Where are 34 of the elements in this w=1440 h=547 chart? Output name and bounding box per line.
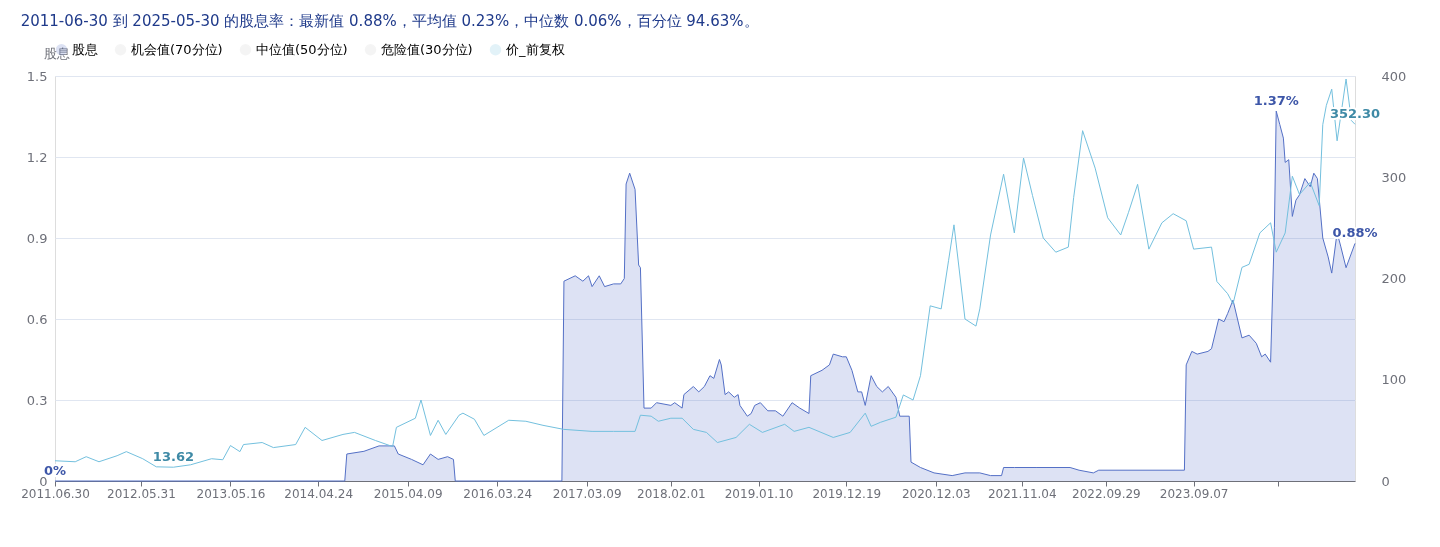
y-tick-label: 1.5 <box>26 68 48 84</box>
legend-label: 机会值(70分位) <box>131 41 223 57</box>
x-tick-label: 2017.03.09 <box>552 486 622 501</box>
legend-label: 股息 <box>72 41 98 57</box>
x-tick-label: 2013.05.16 <box>196 486 266 501</box>
data-label: 0.88% <box>1332 225 1378 241</box>
x-tick-label: 2015.04.09 <box>373 486 443 501</box>
x-tick-label: 2012.05.31 <box>107 486 176 501</box>
y-tick-label: 0.9 <box>26 230 48 246</box>
y-axis-title: 股息 <box>43 45 70 61</box>
y-tick-label: 1.2 <box>26 149 48 165</box>
x-tick-label: 2016.03.24 <box>463 486 533 501</box>
y2-tick-label: 200 <box>1381 271 1407 286</box>
y-tick-label: 0.3 <box>26 392 48 408</box>
y2-tick-label: 300 <box>1381 169 1407 185</box>
x-tick-label: 2019.01.10 <box>724 486 794 501</box>
x-tick-label: 2023.09.07 <box>1159 486 1229 501</box>
chart-title: 2011-06-30 到 2025-05-30 的股息率：最新值 0.88%，平均值 0.23%，中位数 0.06%，百分位 94.63%。 <box>20 12 759 30</box>
data-label: 13.62 <box>152 449 194 465</box>
x-tick-label: 2021.11.04 <box>987 486 1057 501</box>
x-tick-label: 2011.06.30 <box>21 486 90 501</box>
legend-label: 价_前复权 <box>505 41 565 57</box>
y-tick-label: 0.6 <box>26 311 48 327</box>
legend-label: 危险值(30分位) <box>381 41 473 57</box>
x-tick-label: 2020.12.03 <box>901 486 971 501</box>
x-tick-label: 2018.02.01 <box>637 486 706 501</box>
legend-label: 中位值(50分位) <box>256 41 348 57</box>
x-tick-label: 2014.04.24 <box>284 486 354 501</box>
x-tick-label: 2019.12.19 <box>812 486 882 501</box>
y2-tick-label: 100 <box>1381 372 1407 388</box>
x-tick-label: 2022.09.29 <box>1072 486 1141 501</box>
y2-tick-label: 400 <box>1381 68 1407 84</box>
data-label: 1.37% <box>1253 93 1299 109</box>
y2-tick-label: 0 <box>1381 473 1390 489</box>
